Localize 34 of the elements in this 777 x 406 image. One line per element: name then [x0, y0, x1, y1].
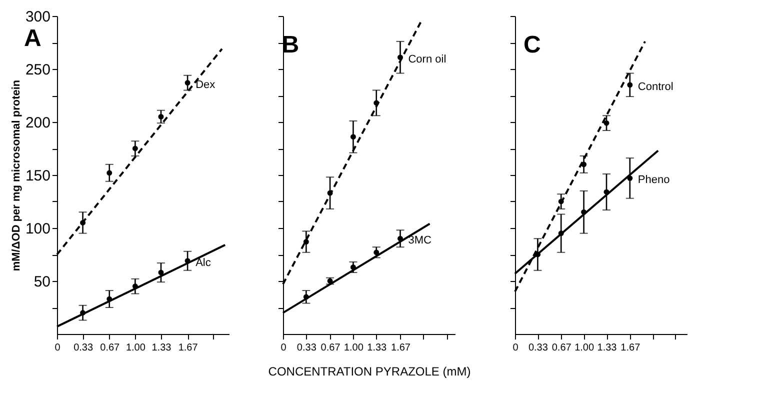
x-tick-label: 1.00: [574, 342, 594, 354]
series-label: Alc: [196, 256, 212, 269]
x-tick-label: 1.33: [152, 342, 172, 354]
x-tick-label: 1.33: [367, 342, 388, 354]
y-tick-label: 250: [25, 62, 50, 78]
x-axis-title: CONCENTRATION PYRAZOLE (mM): [268, 364, 471, 378]
x-tick-label: 0.33: [528, 342, 548, 354]
chart-title: A: [24, 25, 42, 52]
y-tick-label: 100: [25, 220, 50, 238]
x-tick-label: 1.67: [620, 342, 641, 354]
x-tick-label: 0.33: [74, 342, 94, 354]
x-tick-label: 0: [280, 342, 287, 354]
series-label: Corn oil: [408, 53, 446, 66]
y-tick-label: 300: [25, 8, 50, 26]
x-tick-label: 1.00: [126, 342, 146, 354]
series-label: Control: [638, 80, 674, 93]
x-tick-label: 0.67: [100, 342, 120, 354]
series-label: Dex: [196, 78, 216, 91]
x-tick-label: 0.33: [296, 342, 317, 354]
series-label: Pheno: [638, 174, 670, 186]
text: C: [524, 32, 541, 58]
y-tick-label: 50: [34, 274, 50, 290]
x-tick-label: 0: [54, 342, 61, 354]
x-tick-label: 1.33: [597, 342, 618, 354]
x-tick-label: 0: [512, 342, 519, 354]
y-tick-label: 150: [25, 168, 50, 184]
x-tick-label: 1.00: [344, 342, 364, 354]
x-tick-label: 0.67: [552, 342, 572, 354]
x-tick-label: 1.67: [391, 342, 411, 354]
x-tick-label: 1.67: [178, 342, 198, 354]
x-tick-label: 0.67: [320, 342, 341, 354]
series-label: 3MC: [408, 234, 432, 247]
y-tick-label: 200: [25, 114, 50, 132]
y-axis-title: mM/ΔOD per mg microsomal protein: [10, 80, 22, 272]
